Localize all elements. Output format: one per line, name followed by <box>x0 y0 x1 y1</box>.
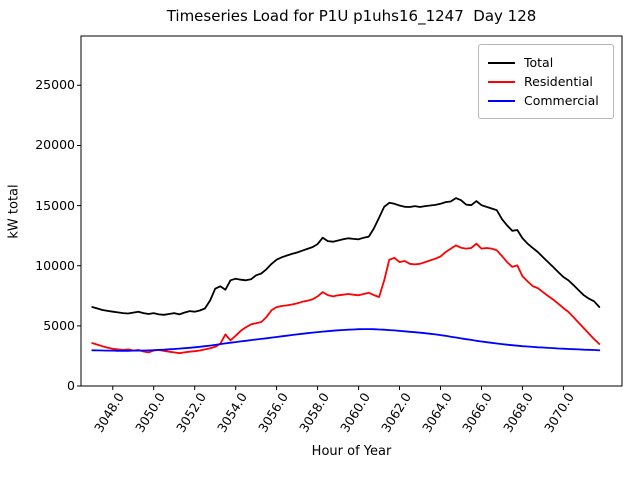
chart-title: Timeseries Load for P1U p1uhs16_1247 Day… <box>166 7 537 25</box>
total-line-swatch <box>488 61 515 64</box>
y-tick-label: 5000 <box>43 317 75 333</box>
legend-label-residential: Residential <box>524 74 593 89</box>
legend-item-total: Total <box>488 54 605 71</box>
series-line-total <box>91 197 601 316</box>
legend-item-commercial: Commercial <box>488 92 605 109</box>
x-axis-label: Hour of Year <box>311 444 392 459</box>
legend-label-commercial: Commercial <box>524 93 599 108</box>
series-line-residential <box>91 242 601 355</box>
y-tick-label: 0 <box>67 378 75 393</box>
y-tick-label: 20000 <box>35 137 75 153</box>
y-tick-label: 10000 <box>35 257 75 273</box>
legend: Total Residential Commercial <box>478 44 614 119</box>
legend-label-total: Total <box>524 55 554 70</box>
y-tick-label: 25000 <box>35 77 75 93</box>
commercial-line-swatch <box>488 99 515 102</box>
residential-line-swatch <box>488 80 515 83</box>
series-line-commercial <box>91 328 601 352</box>
y-axis-label: kW total <box>6 184 22 239</box>
axes-frame <box>80 35 623 387</box>
y-tick-label: 15000 <box>35 197 75 213</box>
legend-item-residential: Residential <box>488 73 605 90</box>
